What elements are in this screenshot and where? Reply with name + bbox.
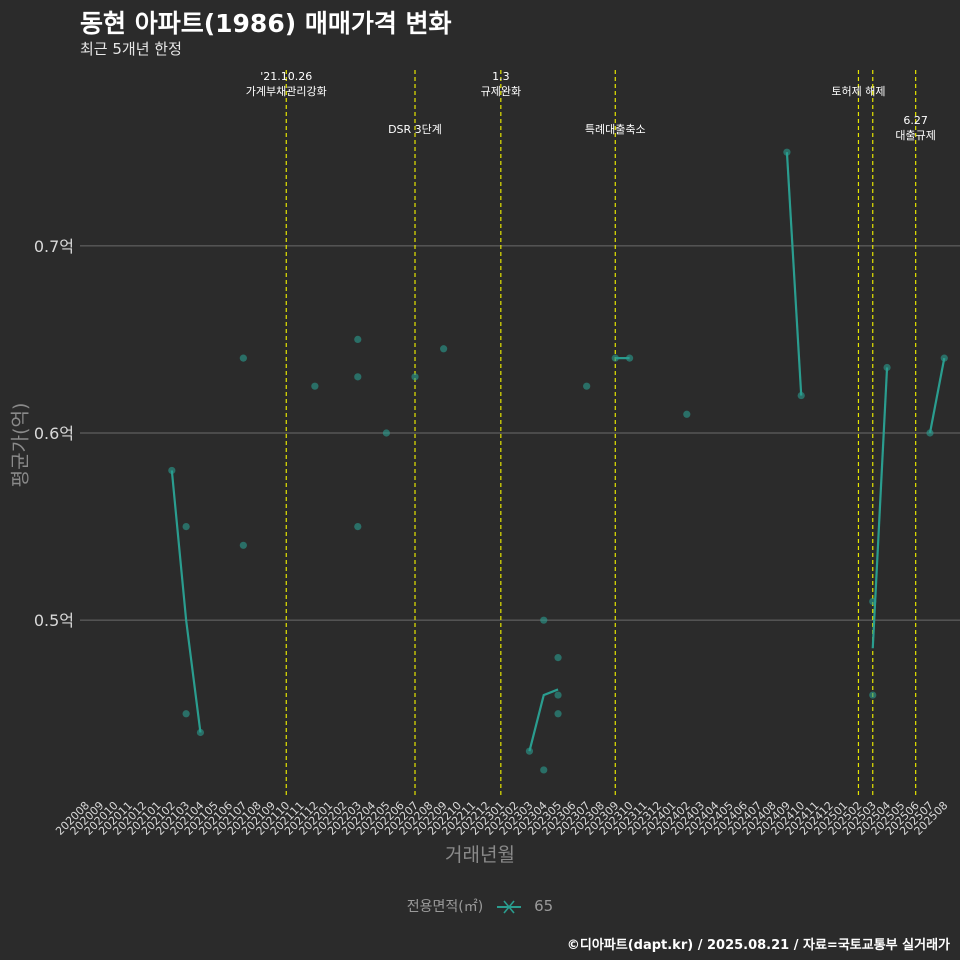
data-point: [525, 747, 534, 755]
y-axis-title-wrap: 평균가(억): [4, 403, 34, 488]
data-point: [239, 354, 247, 362]
legend-key-icon: [496, 900, 521, 914]
data-point: [354, 335, 362, 344]
event-label: '21.10.26: [260, 70, 312, 83]
data-point: [196, 728, 205, 737]
data-point: [540, 766, 548, 774]
event-label: 규제완화: [481, 85, 521, 98]
data-point: [239, 541, 247, 549]
data-point: [168, 466, 176, 475]
data-point: [411, 373, 419, 381]
data-point: [354, 522, 362, 531]
data-point: [440, 345, 448, 353]
data-point: [382, 429, 390, 437]
y-tick-label: 0.5억: [34, 611, 74, 630]
data-point: [611, 354, 619, 362]
event-label: 6.27: [903, 114, 928, 127]
y-tick-label: 0.7억: [34, 237, 74, 256]
event-label: 가계부채관리강화: [246, 85, 327, 98]
y-tick-label: 0.6억: [34, 424, 74, 443]
data-point: [883, 363, 891, 372]
data-point: [554, 691, 562, 699]
series-line: [170, 470, 202, 733]
data-point: [554, 710, 562, 718]
series-line: [528, 688, 559, 752]
event-label: DSR 3단계: [388, 123, 442, 136]
x-axis-title: 거래년월: [445, 844, 515, 866]
data-point: [182, 522, 190, 531]
event-label: 토허제 해제: [831, 84, 885, 98]
series-line: [785, 152, 803, 396]
series-line: [928, 357, 946, 434]
data-point: [354, 373, 362, 381]
data-point: [940, 354, 948, 362]
data-point: [182, 710, 190, 718]
event-label: 1.3: [492, 70, 510, 83]
data-point: [783, 148, 791, 156]
chart-subtitle: 최근 5개년 한정: [80, 40, 182, 58]
data-point: [797, 391, 805, 400]
data-point: [625, 354, 634, 362]
data-point: [540, 616, 548, 624]
data-point: [869, 691, 877, 699]
data-point: [583, 382, 591, 390]
series-line: [871, 367, 889, 649]
data-point: [926, 429, 934, 437]
legend-title: 전용면적(㎡): [406, 899, 484, 915]
source-caption: ©디아파트(dapt.kr) / 2025.08.21 / 자료=국토교통부 실…: [566, 938, 950, 953]
data-point: [311, 382, 319, 390]
data-point: [554, 654, 562, 662]
data-point: [869, 597, 877, 606]
legend-item-65: 65: [534, 897, 554, 915]
y-axis-title: 평균가(억): [9, 402, 32, 488]
chart-title: 동현 아파트(1986) 매매가격 변화: [80, 9, 452, 38]
data-point: [683, 410, 691, 418]
event-label: 대출규제: [895, 129, 935, 142]
legend: 전용면적(㎡) 65: [0, 896, 960, 916]
event-label: 특례대출축소: [585, 123, 646, 136]
